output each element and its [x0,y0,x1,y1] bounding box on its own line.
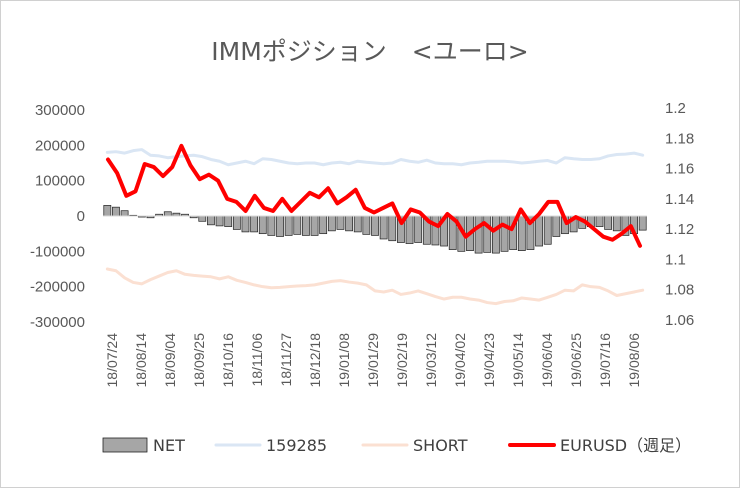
x-tick-label: 18/08/14 [133,333,149,388]
right-tick-label: 1.1 [665,251,686,268]
long-line [105,148,645,167]
left-tick-label: 300000 [35,102,85,119]
left-tick-label: 100000 [35,173,85,190]
net-bar [414,215,423,243]
net-bar [543,215,552,245]
net-bar [198,215,207,222]
net-bar [250,215,259,233]
right-tick-label: 1.12 [665,221,694,238]
net-bar [327,215,336,232]
net-bar [535,215,543,247]
x-tick-label: 19/06/25 [568,333,584,388]
net-bar [353,215,362,233]
net-bar [319,215,328,235]
net-bar [604,215,613,230]
right-tick-label: 1.18 [665,130,694,147]
net-bar [500,215,509,252]
net-bar [293,215,302,235]
left-tick-label: -300000 [30,314,85,331]
legend-label: EURUSD（週足） [560,436,691,455]
net-bar [345,215,353,232]
net-bar [379,215,388,240]
x-tick-label: 19/04/02 [452,333,468,388]
right-tick-label: 1.06 [665,312,694,329]
x-tick-label: 18/09/04 [162,333,178,388]
net-bar [362,215,371,235]
net-bar [612,215,621,232]
x-tick-label: 19/01/08 [336,333,352,388]
net-bar [517,215,526,251]
net-bar [224,215,233,227]
x-tick-label: 19/02/19 [394,333,410,388]
x-tick-label: 19/07/16 [597,333,613,388]
x-axis: 18/07/24 18/08/14 18/09/04 18/09/25 18/10/16… [104,333,642,388]
series-lines [105,143,645,306]
net-bar [207,215,215,226]
right-tick-label: 1.14 [665,191,694,208]
net-bar [241,215,250,233]
net-bar [120,210,129,217]
net-bar [405,215,414,244]
net-bar [232,215,241,230]
left-axis: 300000 200000 100000 0 -100000 -200000 -300000 [30,102,85,331]
net-bar [336,215,345,230]
left-tick-label: -200000 [30,279,85,296]
net-bar [276,215,284,237]
x-tick-label: 19/06/04 [539,333,555,388]
net-bar [258,215,267,235]
x-tick-label: 19/04/23 [481,333,497,388]
net-bar [552,215,561,237]
legend-label: 159285 [266,436,327,455]
legend-swatch-net [102,437,148,453]
net-bar [310,215,319,236]
legend-label: SHORT [413,436,468,455]
right-tick-label: 1.2 [665,100,686,117]
net-bar [215,215,224,227]
left-tick-label: -100000 [30,243,85,260]
net-bar [492,215,500,254]
net-bar [595,215,604,227]
net-bar [112,206,120,217]
x-tick-label: 19/05/14 [510,333,526,388]
x-tick-label: 19/01/29 [365,333,381,388]
legend: NET 159285 SHORT EURUSD（週足） [102,436,691,455]
left-tick-label: 0 [77,208,85,225]
chart-title: IMMポジション <ユーロ> [211,37,528,66]
net-bar [474,215,483,254]
net-bar [103,205,112,217]
net-bar [284,215,293,236]
eurusd-line [106,143,642,248]
net-bar [431,215,440,246]
x-tick-label: 18/10/16 [220,333,236,388]
x-tick-label: 18/11/27 [278,333,294,387]
right-axis: 1.2 1.18 1.16 1.14 1.12 1.1 1.08 1.06 [665,100,694,329]
right-tick-label: 1.16 [665,161,694,178]
x-tick-label: 18/07/24 [104,333,120,388]
x-tick-label: 19/03/12 [423,333,439,388]
x-tick-label: 18/12/18 [307,333,323,388]
net-bar [163,211,172,217]
x-tick-label: 19/08/06 [626,333,642,388]
legend-label: NET [153,436,185,455]
left-tick-label: 200000 [35,137,85,154]
x-tick-label: 18/11/06 [249,333,265,387]
net-bar [267,215,276,236]
net-bar [388,215,397,242]
net-bar [638,215,647,231]
x-tick-label: 18/09/25 [191,333,207,388]
net-bar [371,215,379,236]
right-tick-label: 1.08 [665,282,694,299]
short-line [105,267,645,306]
net-bar [302,215,310,236]
